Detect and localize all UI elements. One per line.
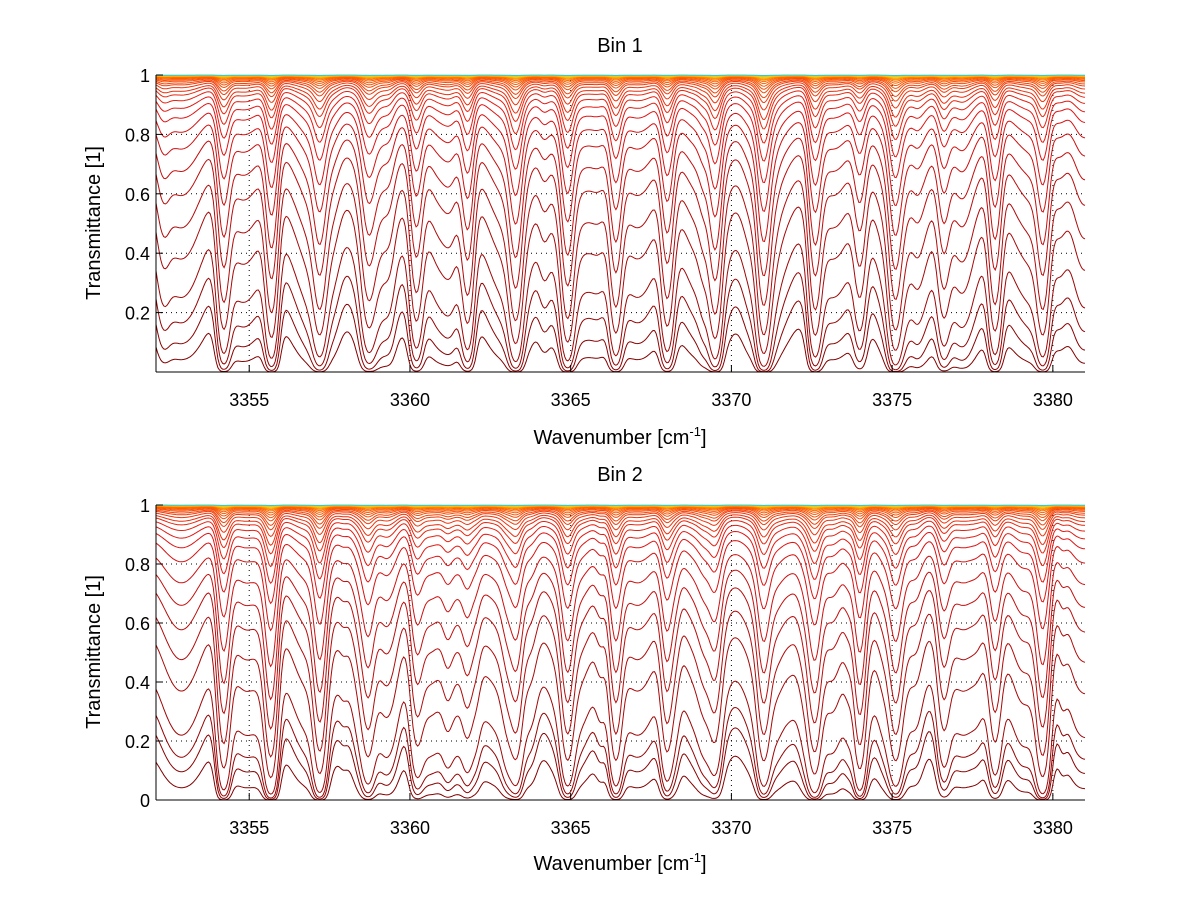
series-line-17 bbox=[155, 80, 1086, 104]
series-line-20 bbox=[155, 507, 1085, 519]
series-line-2 bbox=[155, 300, 1086, 373]
series-line-7 bbox=[155, 587, 1086, 730]
series-line-11 bbox=[155, 101, 1086, 184]
x-tick-label: 3375 bbox=[872, 818, 912, 838]
series-line-10 bbox=[155, 110, 1086, 212]
x-tick-label: 3360 bbox=[390, 390, 430, 410]
x-tick-label: 3370 bbox=[711, 390, 751, 410]
x-tick-label: 3355 bbox=[229, 390, 269, 410]
y-tick-label: 0 bbox=[140, 791, 150, 811]
series-line-8 bbox=[155, 137, 1086, 277]
series-line-19 bbox=[155, 78, 1086, 94]
y-tick-label: 0.6 bbox=[125, 185, 150, 205]
y-tick-label: 1 bbox=[140, 66, 150, 86]
y-tick-label: 0.2 bbox=[125, 732, 150, 752]
y-tick-label: 0.8 bbox=[125, 125, 150, 145]
panel-bin-2: Bin 2 Wavenumber [cm-1] Transmittance [1… bbox=[83, 464, 1086, 875]
x-axis-label: Wavenumber [cm-1] bbox=[533, 850, 706, 875]
series-line-21 bbox=[155, 76, 1086, 87]
series-line-8 bbox=[155, 569, 1086, 701]
series-line-14 bbox=[155, 86, 1086, 130]
series-line-5 bbox=[155, 637, 1086, 779]
x-tick-label: 3380 bbox=[1033, 390, 1073, 410]
series-line-3 bbox=[155, 706, 1086, 799]
y-tick-label: 0.6 bbox=[125, 614, 150, 634]
series-line-15 bbox=[155, 84, 1086, 121]
y-tick-label: 1 bbox=[140, 496, 150, 516]
series-line-5 bbox=[155, 206, 1086, 354]
series-line-12 bbox=[155, 524, 1086, 585]
series-line-12 bbox=[155, 95, 1086, 162]
series-line-1 bbox=[155, 755, 1086, 801]
y-tick-label: 0.4 bbox=[125, 244, 150, 264]
series-line-6 bbox=[155, 180, 1086, 336]
x-tick-label: 3375 bbox=[872, 390, 912, 410]
chart-title: Bin 2 bbox=[597, 464, 643, 486]
series-line-4 bbox=[155, 243, 1086, 367]
panel-bin-1: Bin 1 Wavenumber [cm-1] Transmittance [1… bbox=[83, 35, 1086, 449]
series-line-19 bbox=[155, 508, 1085, 522]
series-line-11 bbox=[155, 530, 1086, 605]
y-tick-label: 0.2 bbox=[125, 304, 150, 324]
series-line-22 bbox=[155, 76, 1085, 85]
series-line-15 bbox=[155, 514, 1085, 546]
series-line-20 bbox=[155, 77, 1086, 90]
series-line-9 bbox=[155, 122, 1086, 243]
series-group bbox=[155, 74, 1086, 373]
series-line-10 bbox=[155, 540, 1086, 632]
x-tick-label: 3370 bbox=[711, 818, 751, 838]
series-line-14 bbox=[155, 516, 1086, 555]
series-line-7 bbox=[155, 155, 1086, 306]
series-line-3 bbox=[155, 272, 1086, 371]
series-group bbox=[155, 504, 1086, 801]
series-line-18 bbox=[155, 79, 1086, 99]
series-line-21 bbox=[155, 506, 1085, 516]
x-tick-label: 3365 bbox=[551, 390, 591, 410]
chart-title: Bin 1 bbox=[597, 35, 643, 57]
x-tick-label: 3380 bbox=[1033, 818, 1073, 838]
y-tick-label: 0.4 bbox=[125, 673, 150, 693]
series-line-16 bbox=[155, 512, 1086, 537]
y-axis-label: Transmittance [1] bbox=[83, 575, 105, 729]
series-line-17 bbox=[155, 510, 1085, 531]
y-tick-label: 0.8 bbox=[125, 555, 150, 575]
series-line-13 bbox=[155, 90, 1086, 144]
x-tick-label: 3355 bbox=[229, 818, 269, 838]
series-line-6 bbox=[155, 610, 1086, 758]
series-line-16 bbox=[155, 82, 1086, 111]
x-axis-label: Wavenumber [cm-1] bbox=[533, 424, 706, 449]
series-line-1 bbox=[155, 328, 1086, 373]
x-tick-label: 3365 bbox=[551, 818, 591, 838]
series-line-9 bbox=[155, 554, 1086, 668]
x-tick-label: 3360 bbox=[390, 818, 430, 838]
series-line-2 bbox=[155, 727, 1086, 800]
y-axis-label: Transmittance [1] bbox=[83, 146, 105, 300]
series-line-4 bbox=[155, 680, 1086, 795]
series-line-18 bbox=[155, 509, 1085, 526]
series-line-13 bbox=[155, 520, 1086, 568]
